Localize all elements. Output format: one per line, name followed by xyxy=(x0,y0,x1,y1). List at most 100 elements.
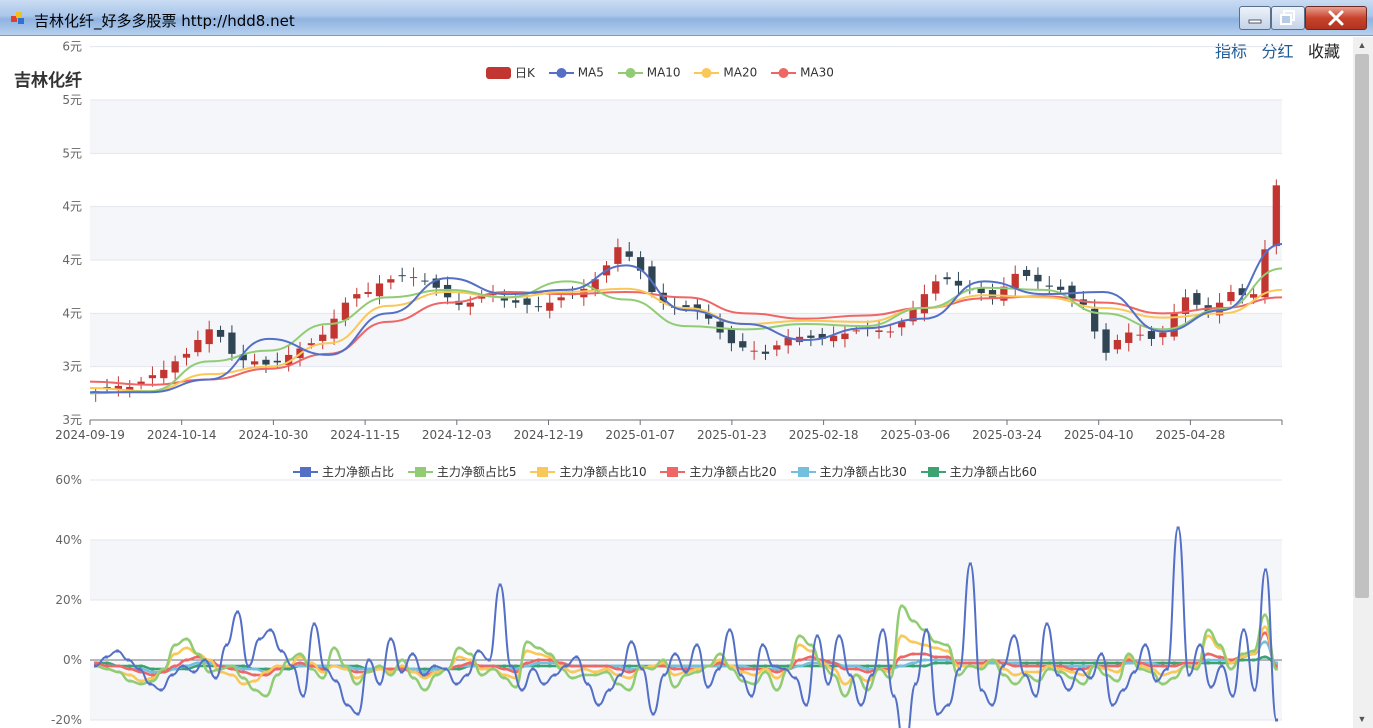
legend-label: MA30 xyxy=(800,65,834,80)
legend-label: 主力净额占比30 xyxy=(819,465,907,479)
legend-item-ma20[interactable]: MA20 xyxy=(694,65,757,80)
flow-point xyxy=(673,652,677,656)
close-button[interactable] xyxy=(1305,6,1367,30)
candle-body xyxy=(534,306,543,308)
flow-point xyxy=(877,664,881,668)
candle-body xyxy=(273,360,281,363)
fund-flow-chart[interactable]: 60% 40% 20% 0% -20% xyxy=(0,448,1350,728)
kline-chart[interactable]: 3元 3元 4元 4元 4元 5元 5元 6元 2024-09-19 2024-10-14 2024… xyxy=(0,0,1350,445)
flow-point xyxy=(911,619,915,623)
y-tick-label: 3元 xyxy=(62,360,82,374)
maximize-button[interactable] xyxy=(1271,6,1305,30)
flow-point xyxy=(162,670,166,674)
legend-item-ma30[interactable]: MA30 xyxy=(771,65,834,80)
candle-body xyxy=(954,280,963,286)
nav-favorites-link[interactable]: 收藏 xyxy=(1307,42,1340,61)
legend-item-dayk[interactable]: 日K xyxy=(486,64,535,81)
candle-body xyxy=(1056,286,1065,290)
legend-item-flow20[interactable]: 主力净额占比20 xyxy=(660,463,777,480)
flow-point xyxy=(809,664,813,668)
flow-point xyxy=(1070,661,1074,665)
candle-body xyxy=(705,313,713,319)
candle-body xyxy=(750,350,758,352)
flow-point xyxy=(1013,673,1017,677)
candle-body xyxy=(648,266,656,292)
flow-point xyxy=(275,667,279,671)
flow-point xyxy=(309,664,313,668)
flow-point xyxy=(922,658,926,662)
legend-item-ma10[interactable]: MA10 xyxy=(617,65,681,80)
candle-body xyxy=(727,329,736,344)
flow-point xyxy=(900,604,904,608)
flow-point xyxy=(1138,664,1142,668)
flow-point xyxy=(900,634,904,638)
flow-point xyxy=(945,655,949,659)
flow-point xyxy=(582,667,586,671)
minimize-icon xyxy=(1248,19,1262,24)
flow-point xyxy=(1025,670,1029,674)
y-tick-label: 6元 xyxy=(62,40,82,54)
minimize-button[interactable] xyxy=(1239,6,1271,30)
candle-body xyxy=(1136,334,1144,336)
flow-point xyxy=(173,643,177,647)
flow-point xyxy=(739,673,743,677)
flow-point xyxy=(1132,670,1136,674)
legend-item-flow[interactable]: 主力净额占比 xyxy=(293,463,394,480)
flow-point xyxy=(597,703,601,707)
candle-body xyxy=(977,287,985,294)
legend-label: 日K xyxy=(515,66,535,80)
flow-point xyxy=(1059,661,1063,665)
candle-body xyxy=(1159,332,1167,338)
scroll-down-icon[interactable]: ▼ xyxy=(1357,714,1367,724)
legend-item-flow10[interactable]: 主力净额占比10 xyxy=(530,463,647,480)
flow-point xyxy=(775,670,779,674)
flow-point xyxy=(914,682,918,686)
flow-point xyxy=(763,664,767,668)
flow-point xyxy=(570,664,574,668)
flow-point xyxy=(457,667,461,671)
flow-point xyxy=(412,676,416,680)
vertical-scrollbar[interactable]: ▲ ▼ xyxy=(1353,37,1373,728)
flow-point xyxy=(946,703,950,707)
flow-point xyxy=(968,664,972,668)
flow-point xyxy=(866,670,870,674)
flow-point xyxy=(627,688,631,692)
candle-body xyxy=(239,354,247,361)
flow-point xyxy=(661,661,665,665)
flow-point xyxy=(826,682,830,686)
candle-body xyxy=(205,329,213,345)
candle-body xyxy=(103,386,111,388)
flow-point xyxy=(1002,673,1006,677)
flow-point xyxy=(718,652,722,656)
flow-point xyxy=(945,661,949,665)
flow-point xyxy=(804,703,808,707)
candle-body xyxy=(1227,292,1235,302)
candle-body xyxy=(852,330,860,332)
scroll-thumb[interactable] xyxy=(1355,54,1369,598)
flow-point xyxy=(809,661,813,665)
flow-point xyxy=(1127,652,1131,656)
flow-point xyxy=(1127,661,1131,665)
legend-item-flow30[interactable]: 主力净额占比30 xyxy=(790,463,907,480)
legend-item-flow60[interactable]: 主力净额占比60 xyxy=(920,463,1037,480)
flow-point xyxy=(559,664,563,668)
flow-point xyxy=(400,667,404,671)
flow-point xyxy=(139,670,143,674)
candle-body xyxy=(1022,269,1031,276)
flow-point xyxy=(1067,688,1071,692)
flow-point xyxy=(1036,664,1040,668)
x-tick-label: 2025-03-24 xyxy=(972,428,1042,442)
flow-point xyxy=(139,664,143,668)
flow-point xyxy=(321,676,325,680)
legend-item-ma5[interactable]: MA5 xyxy=(548,65,604,80)
flow-point xyxy=(968,562,972,566)
candle-body xyxy=(784,337,792,346)
flow-point xyxy=(618,673,622,677)
legend-item-flow5[interactable]: 主力净额占比5 xyxy=(407,463,516,480)
x-tick-label: 2025-01-07 xyxy=(605,428,675,442)
scroll-up-icon[interactable]: ▲ xyxy=(1357,40,1367,50)
candle-body xyxy=(1272,185,1280,247)
flow-point xyxy=(1127,655,1131,659)
flow-point xyxy=(536,661,540,665)
flow-point xyxy=(1036,670,1040,674)
